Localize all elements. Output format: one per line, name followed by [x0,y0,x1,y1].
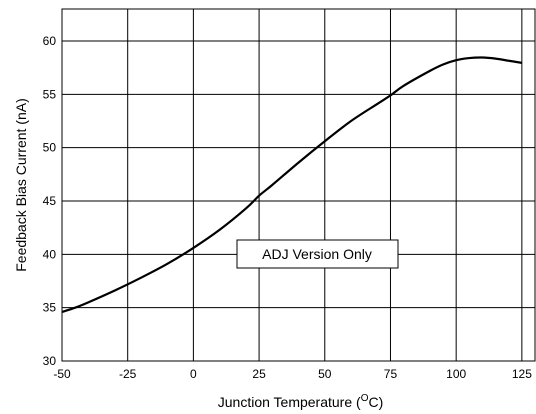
x-axis-title-sup: O [361,393,369,404]
x-tick-labels: -50 -25 0 25 50 75 100 125 [53,367,532,381]
y-tick-label: 30 [43,354,57,368]
y-tick-labels: 30 35 40 45 50 55 60 [43,34,57,368]
y-tick-label: 50 [43,141,57,155]
x-tick-label: -50 [53,367,71,381]
x-tick-label: 100 [446,367,466,381]
y-tick-label: 55 [43,87,57,101]
x-tick-label: 75 [384,367,398,381]
y-tick-label: 60 [43,34,57,48]
x-tick-label: 125 [512,367,532,381]
x-tick-label: 50 [318,367,332,381]
x-axis-title-main: Junction Temperature ( [218,394,361,410]
grid [61,9,535,362]
y-tick-label: 35 [43,301,57,315]
x-tick-label: -25 [119,367,137,381]
annotation-label: ADJ Version Only [262,246,372,262]
x-axis-title: Junction Temperature (OC) [218,393,384,410]
y-axis-title: Feedback Bias Current (nA) [13,98,29,272]
y-tick-label: 45 [43,194,57,208]
x-tick-label: 0 [190,367,197,381]
x-axis-title-end: C) [368,394,383,410]
series-line [61,56,523,313]
x-tick-label: 25 [252,367,266,381]
plot-frame [61,8,536,362]
annotation-box: ADJ Version Only [236,239,399,269]
y-tick-label: 40 [43,247,57,261]
